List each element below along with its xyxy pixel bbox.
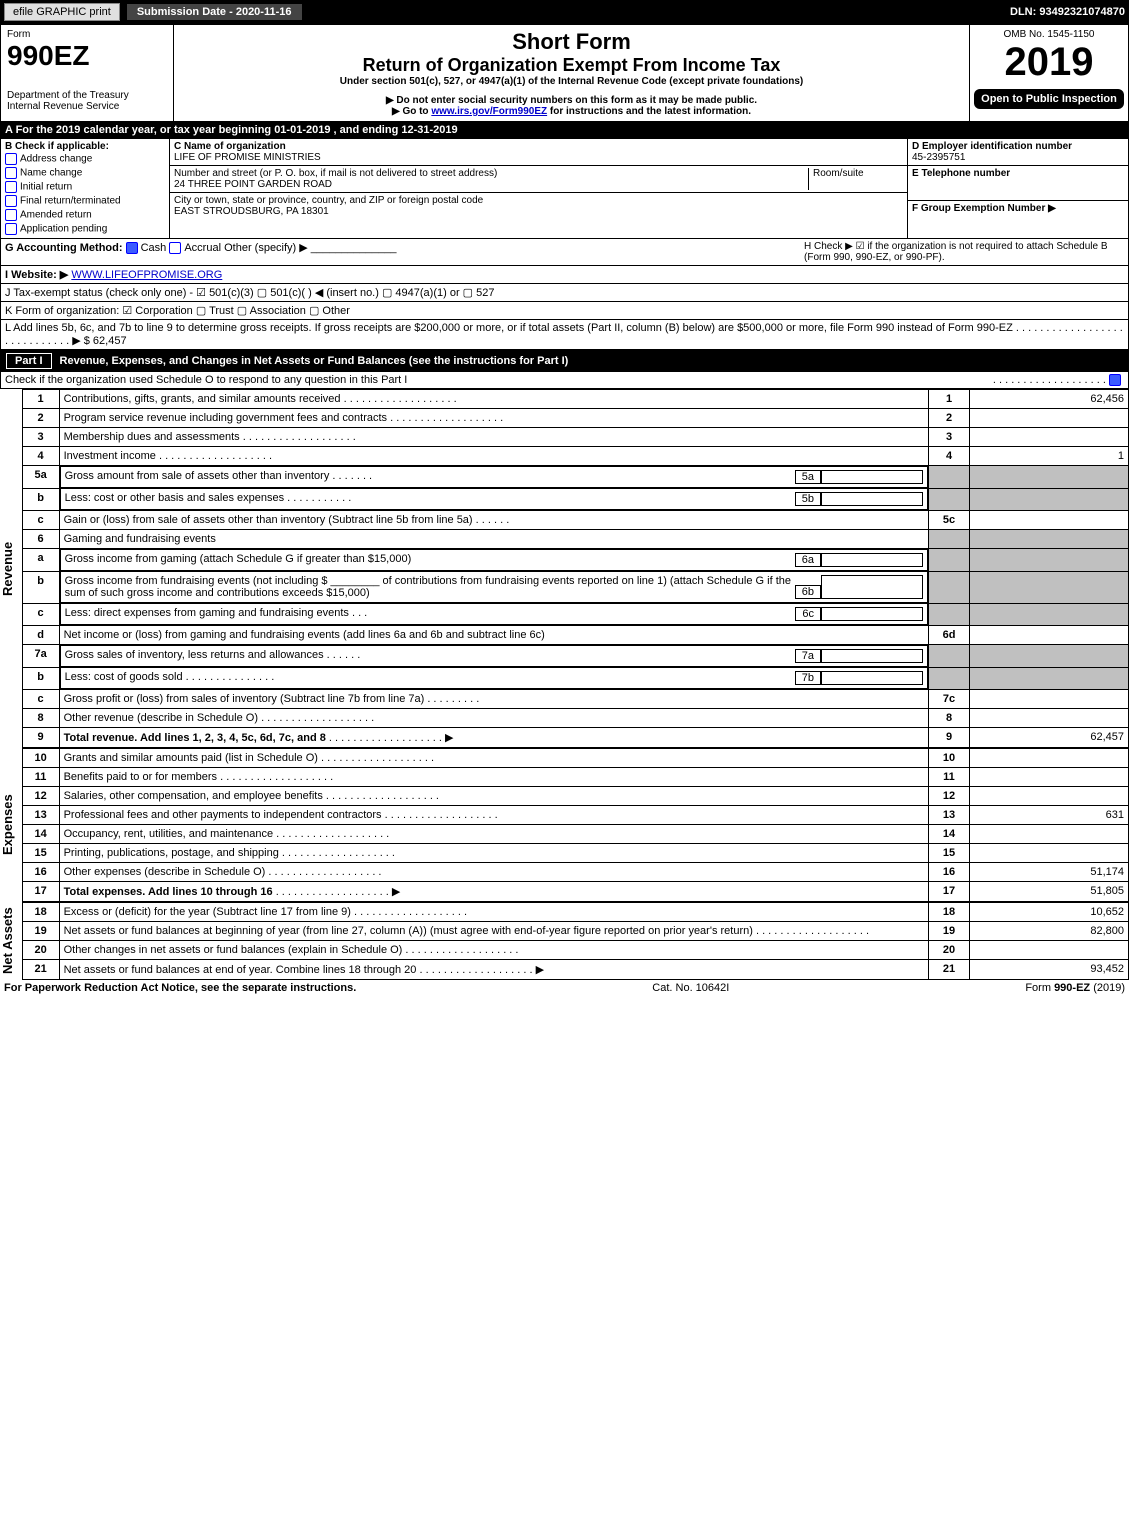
- org-name: LIFE OF PROMISE MINISTRIES: [174, 152, 903, 163]
- room-suite-label: Room/suite: [808, 168, 903, 190]
- chk-final-return[interactable]: Final return/terminated: [5, 194, 165, 208]
- part-i-checko: Check if the organization used Schedule …: [0, 372, 1129, 389]
- netassets-side-label: Net Assets: [0, 902, 22, 980]
- cash-label: Cash: [141, 242, 167, 254]
- website-link[interactable]: WWW.LIFEOFPROMISE.ORG: [71, 269, 222, 281]
- chk-cash[interactable]: [126, 242, 138, 254]
- expenses-table: 10Grants and similar amounts paid (list …: [22, 748, 1129, 902]
- under-section: Under section 501(c), 527, or 4947(a)(1)…: [178, 76, 965, 87]
- top-bar: efile GRAPHIC print Submission Date - 20…: [0, 0, 1129, 24]
- chk-address-change[interactable]: Address change: [5, 152, 165, 166]
- revenue-side-label: Revenue: [0, 389, 22, 748]
- line-g-h: G Accounting Method: Cash Accrual Other …: [0, 239, 1129, 266]
- efile-print-button[interactable]: efile GRAPHIC print: [4, 3, 120, 21]
- box-b-title: B Check if applicable:: [5, 141, 165, 152]
- other-specify: Other (specify) ▶: [224, 242, 308, 254]
- box-d-label: D Employer identification number: [912, 141, 1124, 152]
- street-address: 24 THREE POINT GARDEN ROAD: [174, 179, 808, 190]
- short-form-title: Short Form: [178, 29, 965, 55]
- goto-link[interactable]: ▶ Go to ▶ Go to www.irs.gov/Form990EZ fo…: [178, 106, 965, 117]
- chk-accrual[interactable]: [169, 242, 181, 254]
- box-f-label: F Group Exemption Number ▶: [912, 203, 1124, 214]
- ein-value: 45-2395751: [912, 152, 1124, 163]
- part-i-title: Revenue, Expenses, and Changes in Net As…: [60, 355, 569, 367]
- line-g-label: G Accounting Method:: [5, 242, 123, 254]
- box-e-label: E Telephone number: [912, 168, 1124, 179]
- line-h-text: H Check ▶ ☑ if the organization is not r…: [804, 241, 1124, 263]
- accrual-label: Accrual: [184, 242, 221, 254]
- submission-date-pill: Submission Date - 2020-11-16: [126, 3, 303, 21]
- expenses-side-label: Expenses: [0, 748, 22, 902]
- chk-amended-return[interactable]: Amended return: [5, 208, 165, 222]
- form-header: Form 990EZ Department of the Treasury In…: [0, 24, 1129, 122]
- dept-label: Department of the Treasury: [7, 90, 167, 101]
- city-state-zip: EAST STROUDSBURG, PA 18301: [174, 206, 903, 217]
- chk-application-pending[interactable]: Application pending: [5, 222, 165, 236]
- addr-label: Number and street (or P. O. box, if mail…: [174, 168, 808, 179]
- website-label: I Website: ▶: [5, 269, 68, 281]
- box-c-label: C Name of organization: [174, 141, 903, 152]
- chk-name-change[interactable]: Name change: [5, 166, 165, 180]
- catalog-number: Cat. No. 10642I: [652, 982, 729, 994]
- line-k: K Form of organization: ☑ Corporation ▢ …: [0, 302, 1129, 320]
- dln-label: DLN: 93492321074870: [1010, 6, 1125, 18]
- chk-initial-return[interactable]: Initial return: [5, 180, 165, 194]
- line-j: J Tax-exempt status (check only one) - ☑…: [0, 284, 1129, 302]
- revenue-table: 1Contributions, gifts, grants, and simil…: [22, 389, 1129, 748]
- ssn-warning: ▶ Do not enter social security numbers o…: [178, 95, 965, 106]
- main-title: Return of Organization Exempt From Incom…: [178, 55, 965, 76]
- tax-year: 2019: [974, 40, 1124, 85]
- line-i: I Website: ▶ WWW.LIFEOFPROMISE.ORG: [0, 266, 1129, 284]
- form-footer: Form 990-EZ (2019): [1025, 982, 1125, 994]
- chk-schedule-o[interactable]: [1109, 374, 1121, 386]
- open-inspection-badge: Open to Public Inspection: [974, 89, 1124, 109]
- irs-label: Internal Revenue Service: [7, 101, 167, 112]
- footer: For Paperwork Reduction Act Notice, see …: [0, 980, 1129, 996]
- city-label: City or town, state or province, country…: [174, 195, 903, 206]
- omb-number: OMB No. 1545-1150: [974, 29, 1124, 40]
- form-word: Form: [7, 29, 167, 40]
- entity-info-block: B Check if applicable: Address change Na…: [0, 139, 1129, 239]
- line-l: L Add lines 5b, 6c, and 7b to line 9 to …: [0, 320, 1129, 350]
- netassets-table: 18Excess or (deficit) for the year (Subt…: [22, 902, 1129, 980]
- period-line: A For the 2019 calendar year, or tax yea…: [0, 122, 1129, 139]
- part-i-header: Part I Revenue, Expenses, and Changes in…: [0, 350, 1129, 372]
- part-i-label: Part I: [6, 353, 52, 369]
- pra-notice: For Paperwork Reduction Act Notice, see …: [4, 982, 356, 994]
- form-number: 990EZ: [7, 40, 167, 72]
